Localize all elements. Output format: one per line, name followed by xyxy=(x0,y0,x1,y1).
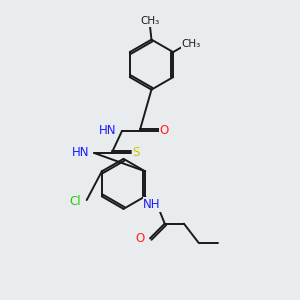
Text: CH₃: CH₃ xyxy=(181,39,200,49)
Text: HN: HN xyxy=(72,146,90,159)
Text: CH₃: CH₃ xyxy=(140,16,160,26)
Text: O: O xyxy=(136,232,145,245)
Text: S: S xyxy=(133,146,140,159)
Text: Cl: Cl xyxy=(69,195,81,208)
Text: NH: NH xyxy=(143,198,161,211)
Text: HN: HN xyxy=(99,124,117,137)
Text: O: O xyxy=(160,124,169,137)
